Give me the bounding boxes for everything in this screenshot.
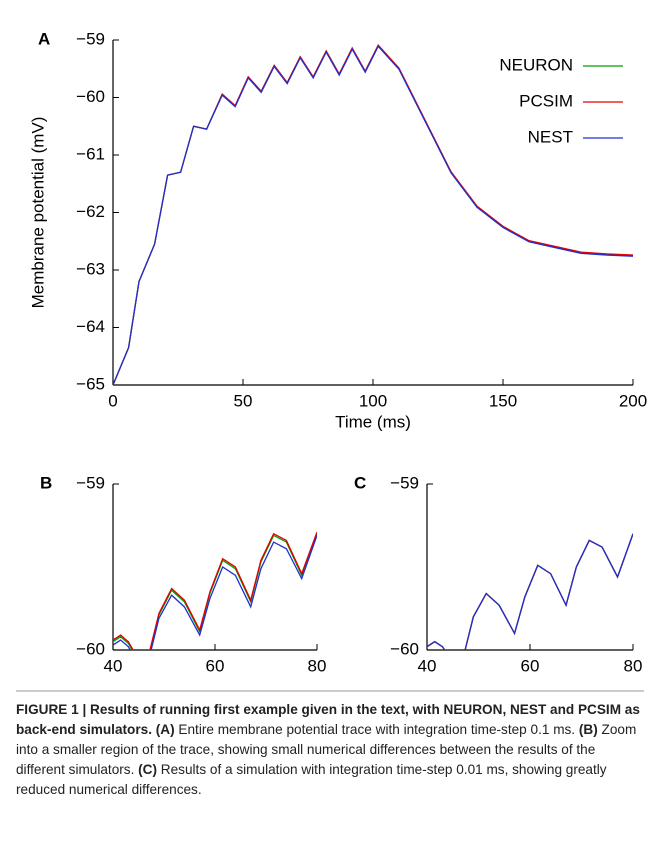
y-axis-label: Membrane potential (mV)	[28, 117, 47, 309]
y-tick-label: −59	[76, 29, 105, 48]
series-line	[427, 533, 633, 650]
y-tick-label: −64	[76, 317, 105, 336]
caption: FIGURE 1 | Results of running first exam…	[16, 690, 644, 800]
panel-label: C	[354, 473, 366, 492]
y-tick-label: −60	[390, 639, 419, 658]
caption-text: (B)	[578, 722, 598, 737]
legend-label: NEURON	[499, 55, 573, 74]
x-tick-label: 80	[624, 656, 643, 675]
y-tick-label: −65	[76, 374, 105, 393]
series-line	[427, 533, 633, 650]
x-tick-label: 100	[359, 391, 387, 410]
x-tick-label: 0	[108, 391, 117, 410]
figure: A −65 −64 −63 −62 −61 −60 −59 0 50 100 150 200 Time (…	[28, 29, 647, 675]
caption-text: (C)	[138, 762, 158, 777]
x-tick-label: 50	[234, 391, 253, 410]
caption-text: (A)	[155, 722, 175, 737]
y-tick-label: −60	[76, 87, 105, 106]
caption-text: Results of a simulation with integration…	[16, 762, 607, 797]
series-line	[113, 45, 633, 385]
x-tick-label: 200	[619, 391, 647, 410]
panel-label: B	[40, 473, 52, 492]
y-tick-label: −59	[76, 473, 105, 492]
panel-label: A	[38, 29, 50, 48]
y-tick-label: −60	[76, 639, 105, 658]
x-tick-label: 80	[308, 656, 327, 675]
legend-label: PCSIM	[519, 91, 573, 110]
y-tick-label: −63	[76, 259, 105, 278]
series-line	[113, 533, 317, 650]
series-line	[113, 535, 317, 650]
x-axis-label: Time (ms)	[335, 412, 411, 431]
x-tick-label: 60	[206, 656, 225, 675]
x-tick-label: 40	[418, 656, 437, 675]
caption-text: Entire membrane potential trace with int…	[174, 722, 579, 737]
x-tick-label: 60	[521, 656, 540, 675]
x-tick-label: 150	[489, 391, 517, 410]
caption-text: Zoom into a smaller region of the trace,…	[16, 722, 637, 777]
y-tick-label: −59	[390, 473, 419, 492]
series-line	[113, 531, 317, 650]
series-line	[427, 533, 633, 650]
caption-text: FIGURE 1 | Results of running first exam…	[16, 702, 640, 737]
legend-label: NEST	[528, 127, 573, 146]
y-tick-label: −61	[76, 144, 105, 163]
x-tick-label: 40	[104, 656, 123, 675]
y-tick-label: −62	[76, 202, 105, 221]
